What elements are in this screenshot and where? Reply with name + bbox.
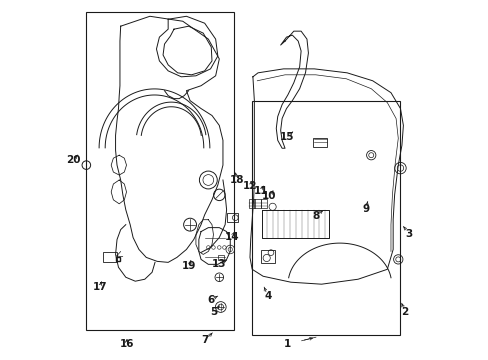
Bar — [218, 255, 223, 260]
Text: 2: 2 — [401, 307, 408, 317]
Text: 7: 7 — [201, 335, 208, 345]
Bar — [102, 252, 117, 262]
Text: 18: 18 — [230, 175, 244, 185]
Bar — [248, 199, 255, 208]
Text: 6: 6 — [206, 295, 214, 305]
Text: 4: 4 — [264, 291, 271, 301]
Text: 14: 14 — [224, 232, 239, 242]
Text: 15: 15 — [280, 132, 294, 142]
Bar — [85, 12, 233, 330]
Bar — [261, 250, 274, 264]
Text: 13: 13 — [212, 259, 226, 269]
Bar — [312, 138, 326, 147]
Bar — [261, 199, 267, 208]
Text: 12: 12 — [242, 181, 257, 191]
Text: 11: 11 — [253, 186, 267, 196]
Bar — [251, 102, 399, 336]
Text: 1: 1 — [283, 339, 290, 349]
Text: 16: 16 — [119, 339, 134, 349]
Text: 8: 8 — [312, 211, 319, 221]
Bar — [254, 199, 260, 208]
Text: 3: 3 — [405, 229, 411, 239]
Text: 19: 19 — [182, 261, 196, 271]
Bar — [226, 213, 237, 222]
Text: 9: 9 — [362, 203, 369, 213]
Text: 20: 20 — [66, 156, 80, 165]
Text: 10: 10 — [262, 191, 276, 201]
Text: 5: 5 — [210, 307, 217, 317]
Text: 17: 17 — [92, 282, 107, 292]
